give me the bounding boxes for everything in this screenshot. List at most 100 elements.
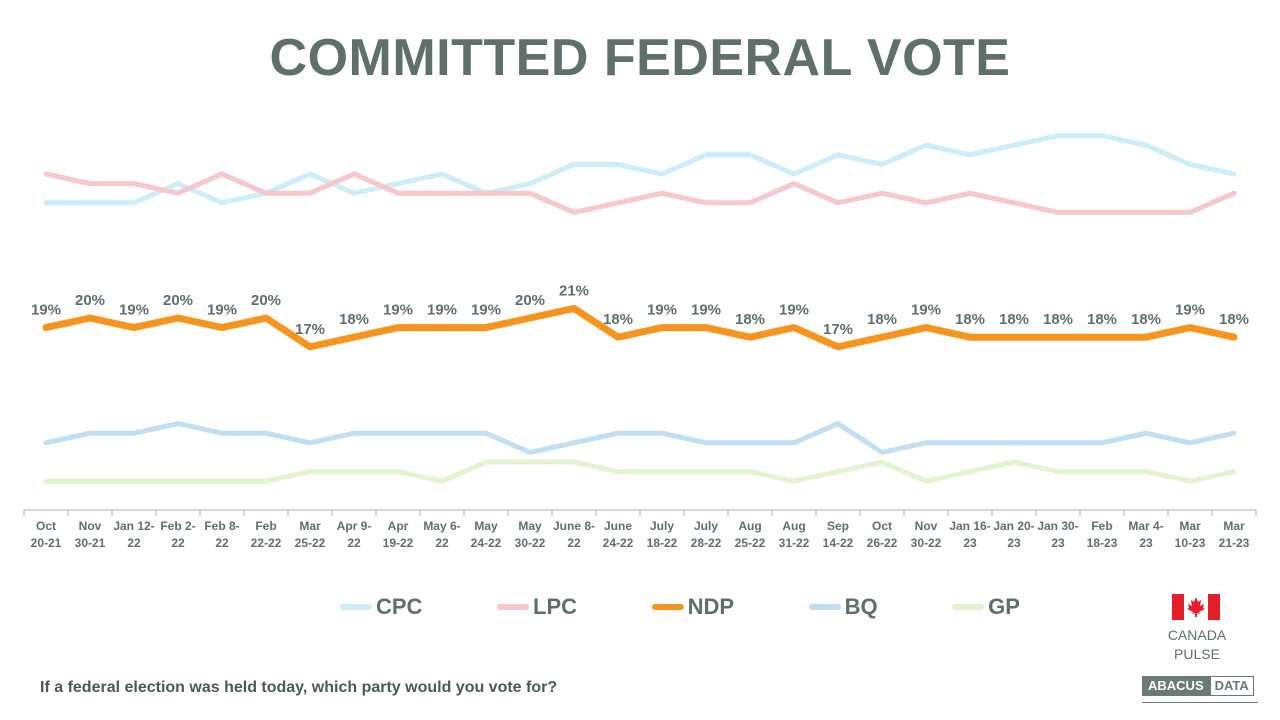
x-tick-label-line: Jan 16- — [949, 519, 990, 533]
data-label-ndp: 18% — [735, 311, 765, 328]
data-label-ndp: 20% — [515, 292, 545, 309]
legend-item-gp: GP — [952, 594, 1020, 620]
x-tick-label-line: May — [474, 519, 498, 533]
x-tick-label: Nov 30-21 — [75, 519, 106, 550]
data-label-ndp: 20% — [163, 292, 193, 309]
x-tick-label-line: Nov — [915, 519, 938, 533]
legend-label-ndp: NDP — [687, 594, 735, 619]
x-tick-label-line: Nov — [79, 519, 102, 533]
x-tick-label-line: Aug — [738, 519, 761, 533]
x-tick-label-line: 30-21 — [75, 536, 106, 550]
x-tick-label-line: 23 — [1139, 536, 1153, 550]
x-tick-label-line: 10-23 — [1175, 536, 1206, 550]
x-tick-label: June 8- 22 — [553, 519, 595, 550]
data-label-ndp: 18% — [867, 311, 897, 328]
data-label-ndp: 20% — [251, 292, 281, 309]
x-tick-label-line: 25-22 — [295, 536, 326, 550]
x-tick-label-line: 19-22 — [383, 536, 414, 550]
data-label-ndp: 19% — [779, 302, 809, 319]
survey-question: If a federal election was held today, wh… — [40, 679, 558, 696]
line-chart: Oct 20-21 Nov 30-21 Jan 12- 22 Feb 2- 22 Feb 8- 2… — [23, 133, 1257, 550]
legend-swatch-ndp — [651, 604, 684, 610]
data-label-ndp: 19% — [471, 302, 501, 319]
data-label-ndp: 19% — [911, 302, 941, 319]
x-tick-label: Mar 25-22 — [295, 519, 326, 550]
x-tick-label: Aug 31-22 — [779, 519, 810, 550]
x-tick-label-line: Feb 2- — [160, 519, 195, 533]
data-label-ndp: 19% — [691, 302, 721, 319]
data-label-ndp: 19% — [647, 302, 677, 319]
data-label-ndp: 19% — [427, 302, 457, 319]
x-tick-label-line: Sep — [827, 519, 849, 533]
x-tick-label: Oct 20-21 — [31, 519, 62, 550]
x-tick-label: Nov 30-22 — [911, 519, 942, 550]
x-tick-label: Jan 16- 23 — [949, 519, 990, 550]
x-tick-label-line: 30-22 — [515, 536, 546, 550]
data-label-ndp: 21% — [559, 282, 589, 299]
legend-label-bq: BQ — [844, 594, 878, 619]
x-tick-label-line: 26-22 — [867, 536, 898, 550]
x-tick-label-line: Jan 20- — [993, 519, 1034, 533]
x-tick-label-line: 25-22 — [735, 536, 766, 550]
series-line-cpc — [43, 133, 1237, 206]
legend-swatch-lpc — [497, 604, 530, 610]
legend-label-gp: GP — [988, 594, 1020, 619]
x-tick-label-line: 18-23 — [1087, 536, 1118, 550]
x-tick-label-line: 22 — [171, 536, 185, 550]
legend-item-lpc: LPC — [497, 594, 577, 620]
data-label-ndp: 20% — [75, 292, 105, 309]
legend-swatch-gp — [952, 604, 985, 610]
x-tick-label: May 6- 22 — [423, 519, 460, 550]
data-label-ndp: 18% — [603, 311, 633, 328]
series-line-gp — [43, 459, 1237, 484]
x-tick-label-line: Mar — [1223, 519, 1245, 533]
x-tick-label-line: 23 — [1007, 536, 1021, 550]
x-tick-label: Mar 10-23 — [1175, 519, 1206, 550]
x-tick-label-line: 23 — [1051, 536, 1065, 550]
canada-pulse-label: CANADA PULSE — [1150, 626, 1244, 664]
x-tick-label: July 28-22 — [691, 519, 722, 550]
x-tick-label: May 24-22 — [471, 519, 502, 550]
x-tick-label: Mar 4- 23 — [1128, 519, 1163, 550]
x-tick-label-line: June 8- — [553, 519, 595, 533]
data-label-ndp: 17% — [295, 321, 325, 338]
x-tick-label-line: 22-22 — [251, 536, 282, 550]
x-tick-label-line: Oct — [36, 519, 56, 533]
x-tick-label-line: 22 — [127, 536, 141, 550]
x-tick-label: Jan 12- 22 — [113, 519, 154, 550]
legend-swatch-cpc — [340, 604, 372, 610]
x-tick-label-line: Mar — [299, 519, 321, 533]
x-tick-label-line: 22 — [435, 536, 449, 550]
x-tick-label-line: Feb — [1091, 519, 1112, 533]
data-label-ndp: 17% — [823, 321, 853, 338]
data-label-ndp: 19% — [207, 302, 237, 319]
x-tick-label-line: Oct — [872, 519, 892, 533]
data-label-ndp: 18% — [999, 311, 1029, 328]
series-line-bq — [43, 421, 1237, 455]
x-tick-label-line: Aug — [782, 519, 805, 533]
x-tick-label: Apr 9- 22 — [337, 519, 372, 550]
x-tick-label-line: Jan 30- — [1037, 519, 1078, 533]
x-tick-label: Oct 26-22 — [867, 519, 898, 550]
x-tick-label: Jan 30- 23 — [1037, 519, 1078, 550]
x-tick-label-line: 20-21 — [31, 536, 62, 550]
data-label-ndp: 19% — [119, 302, 149, 319]
logo-underline — [1142, 698, 1258, 703]
x-tick-label-line: Feb 8- — [204, 519, 239, 533]
x-tick-label: Mar 21-23 — [1219, 519, 1250, 550]
data-label-ndp: 18% — [1087, 311, 1117, 328]
data-label-ndp: 18% — [1131, 311, 1161, 328]
legend-label-lpc: LPC — [533, 594, 578, 619]
x-tick-label-line: 24-22 — [471, 536, 502, 550]
logo-data-text: DATA — [1209, 676, 1254, 696]
x-tick-label: July 18-22 — [647, 519, 678, 550]
data-label-ndp: 19% — [31, 302, 61, 319]
x-tick-label: Aug 25-22 — [735, 519, 766, 550]
x-tick-label: May 30-22 — [515, 519, 546, 550]
x-tick-label-line: June — [604, 519, 632, 533]
legend-item-bq: BQ — [808, 594, 878, 620]
x-tick-label: Jan 20- 23 — [993, 519, 1034, 550]
x-tick-label: June 24-22 — [603, 519, 634, 550]
abacus-data-logo: ABACUS DATA — [1142, 676, 1254, 696]
legend-swatch-bq — [808, 604, 841, 610]
